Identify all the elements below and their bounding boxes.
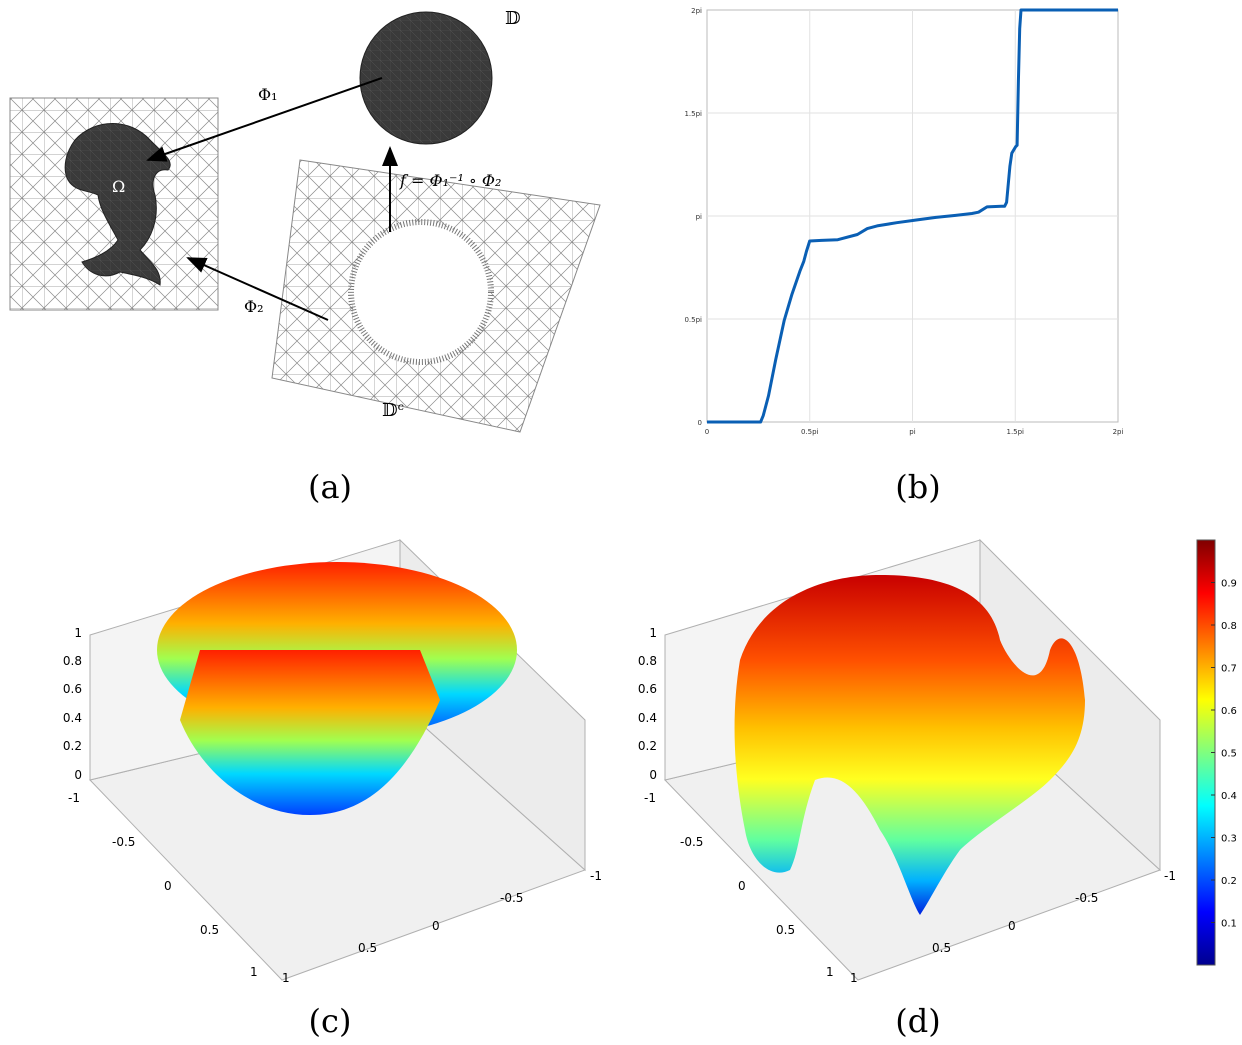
y-tick: 1: [850, 971, 858, 985]
colorbar-tick-label: 0.3: [1221, 834, 1237, 845]
colorbar: 0.9 0.8 0.7 0.6 0.5 0.4 0.3 0.2 0.1: [1196, 539, 1237, 966]
series-line: [707, 8, 1118, 424]
phi1-label: Φ₁: [258, 85, 278, 104]
x-tick: 0: [164, 879, 172, 893]
y-tick-label: 0: [698, 419, 702, 427]
dolphin-shape: [64, 123, 171, 286]
colorbar-tick-label: 0.7: [1221, 664, 1237, 675]
colorbar-tick-label: 0.1: [1221, 919, 1237, 930]
x-tick: 1: [250, 965, 258, 979]
axis-ticks-c: 1 0.8 0.6 0.4 0.2 0 -1 -0.5 0 0.5 1 1 0.…: [63, 626, 602, 985]
x-tick-label: 1.5pi: [1006, 428, 1024, 436]
z-tick: 0.8: [638, 654, 657, 668]
axis-ticks-d: 1 0.8 0.6 0.4 0.2 0 -1 -0.5 0 0.5 1 1 0.…: [638, 626, 1176, 985]
colorbar-ticks: 0.9 0.8 0.7 0.6 0.5 0.4 0.3 0.2 0.1: [1211, 579, 1237, 930]
y-tick-label: pi: [696, 213, 702, 221]
x-tick: 0.5: [776, 923, 795, 937]
y-tick: -1: [590, 869, 602, 883]
y-tick: 0: [1008, 919, 1016, 933]
z-tick: 0.6: [638, 682, 657, 696]
y-tick: -0.5: [1075, 891, 1098, 905]
y-tick-label: 2pi: [691, 7, 702, 15]
colorbar-tick-label: 0.2: [1221, 876, 1237, 887]
caption-c: (c): [309, 1002, 352, 1040]
x-tick-label: 0.5pi: [801, 428, 819, 436]
panel-d: 1 0.8 0.6 0.4 0.2 0 -1 -0.5 0 0.5 1 1 0.…: [638, 538, 1176, 1040]
z-tick: 0.2: [63, 739, 82, 753]
x-tick: -0.5: [112, 835, 135, 849]
z-tick: 0.2: [638, 739, 657, 753]
caption-b: (b): [895, 468, 940, 506]
z-tick: 0: [74, 768, 82, 782]
x-tick: 1: [826, 965, 834, 979]
x-tick-label: 0: [705, 428, 709, 436]
x-tick: -1: [644, 791, 656, 805]
x-tick: -1: [68, 791, 80, 805]
annulus-hole-fill: [355, 226, 487, 358]
caption-d: (d): [895, 1002, 940, 1040]
line-chart: 0 0.5pi pi 1.5pi 2pi 0 0.5pi pi 1.5pi 2pi: [684, 7, 1123, 436]
phi1-arrow: [146, 77, 383, 162]
x-tick: 0: [738, 879, 746, 893]
y-tick: 0: [432, 919, 440, 933]
panel-b: 0 0.5pi pi 1.5pi 2pi 0 0.5pi pi 1.5pi 2pi (b): [684, 7, 1123, 506]
z-tick: 0: [649, 768, 657, 782]
y-tick: -0.5: [500, 891, 523, 905]
omega-label: Ω: [112, 177, 125, 196]
annulus-label: 𝔻ᶜ: [382, 400, 404, 421]
z-tick: 1: [74, 626, 82, 640]
colorbar-tick-label: 0.4: [1221, 791, 1237, 802]
panel-a: Ω 𝔻 𝔻ᶜ Φ₁ Φ₂ f = Φ₁⁻¹ ∘ Φ₂ (a): [9, 8, 601, 506]
z-tick: 0.4: [63, 711, 82, 725]
z-tick: 1: [649, 626, 657, 640]
bowl-body: [180, 650, 440, 815]
x-tick: -0.5: [680, 835, 703, 849]
surface-d: [734, 575, 1085, 915]
disk-D-label: 𝔻: [505, 8, 521, 29]
phi2-label: Φ₂: [244, 297, 264, 316]
panel-c: 1 0.8 0.6 0.4 0.2 0 -1 -0.5 0 0.5 1 1 0.…: [63, 538, 602, 1040]
y-tick: 0.5: [932, 941, 951, 955]
f-label: f = Φ₁⁻¹ ∘ Φ₂: [399, 171, 501, 190]
x-tick-label: 2pi: [1113, 428, 1124, 436]
z-tick: 0.8: [63, 654, 82, 668]
colorbar-tick-label: 0.6: [1221, 706, 1237, 717]
colorbar-tick-label: 0.9: [1221, 579, 1237, 590]
x-tick-label: pi: [909, 428, 915, 436]
y-tick-label: 1.5pi: [684, 110, 702, 118]
y-tick: 0.5: [358, 941, 377, 955]
x-tick: 0.5: [200, 923, 219, 937]
y-tick-label: 0.5pi: [684, 316, 702, 324]
z-tick: 0.6: [63, 682, 82, 696]
y-tick: 1: [282, 971, 290, 985]
caption-a: (a): [308, 468, 352, 506]
disk-D: [359, 11, 493, 145]
y-tick: -1: [1164, 869, 1176, 883]
phi2-arrow: [186, 257, 329, 321]
colorbar-tick-label: 0.5: [1221, 749, 1237, 760]
colorbar-tick-label: 0.8: [1221, 621, 1237, 632]
z-tick: 0.4: [638, 711, 657, 725]
